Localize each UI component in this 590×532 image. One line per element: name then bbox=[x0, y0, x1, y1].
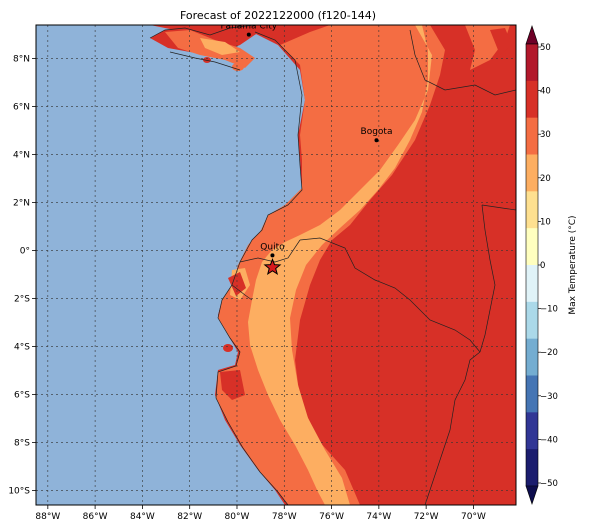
lon-tick-label: 74°W bbox=[366, 512, 391, 522]
coast-hot-spot bbox=[220, 370, 245, 400]
lon-tick-label: 88°W bbox=[35, 512, 60, 522]
colorbar-tick-label: 20 bbox=[540, 174, 551, 184]
island bbox=[232, 63, 244, 71]
city-label: Panama City bbox=[221, 22, 278, 32]
colorbar-segment bbox=[526, 375, 538, 413]
colorbar-segment bbox=[526, 265, 538, 303]
colorbar-label: Max Temperature (°C) bbox=[568, 215, 578, 314]
lon-tick-label: 76°W bbox=[319, 512, 344, 522]
country-borders bbox=[149, 25, 516, 505]
lon-tick-label: 78°W bbox=[272, 512, 297, 522]
cities: Panama City Bogota Quito bbox=[221, 22, 393, 258]
colorbar-tick-label: 10 bbox=[540, 217, 551, 227]
colorbar-tick-label: −30 bbox=[540, 392, 558, 402]
coast-hot-spot-3 bbox=[490, 28, 512, 55]
map-axes: 88°W 86°W 84°W 82°W 80°W 78°W 76°W 74°W 72°W 70°W… bbox=[8, 55, 486, 522]
lon-tick-label: 82°W bbox=[177, 512, 202, 522]
city-marker bbox=[374, 138, 379, 143]
island bbox=[223, 344, 233, 352]
zone-10-20-ca bbox=[200, 38, 240, 55]
colorbar-segment bbox=[526, 338, 538, 376]
colorbar-segment bbox=[526, 449, 538, 487]
lon-tick-label: 70°W bbox=[461, 512, 486, 522]
colorbar: 50 40 30 20 10 0 −10 −20 −30 −40 −50 bbox=[525, 25, 558, 505]
lat-tick-label: 6°S bbox=[14, 391, 30, 401]
colorbar-tick-label: 40 bbox=[540, 87, 551, 97]
coast-hot-spot-2 bbox=[228, 272, 246, 296]
colorbar-tick-label: 0 bbox=[540, 261, 545, 271]
colorbar-segment bbox=[526, 154, 538, 192]
map-area[interactable]: Panama City Bogota Quito bbox=[36, 22, 516, 505]
figure-title: Forecast of 2022122000 (f120-144) bbox=[180, 9, 376, 22]
colorbar-segment bbox=[526, 191, 538, 229]
zone-10-20 bbox=[248, 25, 432, 505]
colorbar-tick-label: −20 bbox=[540, 348, 558, 358]
map-frame bbox=[35, 24, 517, 506]
city-label: Quito bbox=[260, 242, 285, 252]
colorbar-extend-bottom bbox=[525, 485, 539, 505]
graticule bbox=[36, 25, 516, 505]
colorbar-segment bbox=[526, 117, 538, 155]
lat-tick-label: 6°N bbox=[13, 103, 30, 113]
lat-tick-label: 0° bbox=[20, 247, 30, 257]
lon-tick-label: 72°W bbox=[414, 512, 439, 522]
city-marker bbox=[246, 32, 251, 37]
colorbar-segment bbox=[526, 412, 538, 450]
lat-tick-label: 10°S bbox=[8, 487, 30, 497]
forecast-location-star[interactable] bbox=[263, 258, 282, 276]
lat-tick-label: 2°N bbox=[13, 199, 30, 209]
colorbar-segment bbox=[526, 44, 538, 82]
island bbox=[203, 57, 211, 63]
colorbar-segment bbox=[526, 301, 538, 340]
lon-tick-label: 86°W bbox=[83, 512, 108, 522]
colorbar-tick-label: −10 bbox=[540, 305, 558, 315]
colorbar-tick-label: −50 bbox=[540, 479, 558, 489]
lon-tick-label: 80°W bbox=[225, 512, 250, 522]
lat-tick-label: 8°S bbox=[14, 439, 30, 449]
lat-tick-label: 4°S bbox=[14, 343, 30, 353]
colorbar-extend-top bbox=[525, 25, 539, 45]
colorbar-segment bbox=[526, 228, 538, 266]
city-label: Bogota bbox=[361, 127, 393, 137]
lat-tick-label: 4°N bbox=[13, 151, 30, 161]
colorbar-segment bbox=[526, 80, 538, 119]
colorbar-tick-label: 30 bbox=[540, 130, 551, 140]
lat-tick-label: 2°S bbox=[14, 295, 30, 305]
colorbar-tick-label: 50 bbox=[540, 43, 551, 53]
lat-tick-label: 8°N bbox=[13, 55, 30, 65]
colorbar-tick-label: −40 bbox=[540, 435, 558, 445]
lon-tick-label: 84°W bbox=[130, 512, 155, 522]
city-marker bbox=[270, 253, 275, 258]
